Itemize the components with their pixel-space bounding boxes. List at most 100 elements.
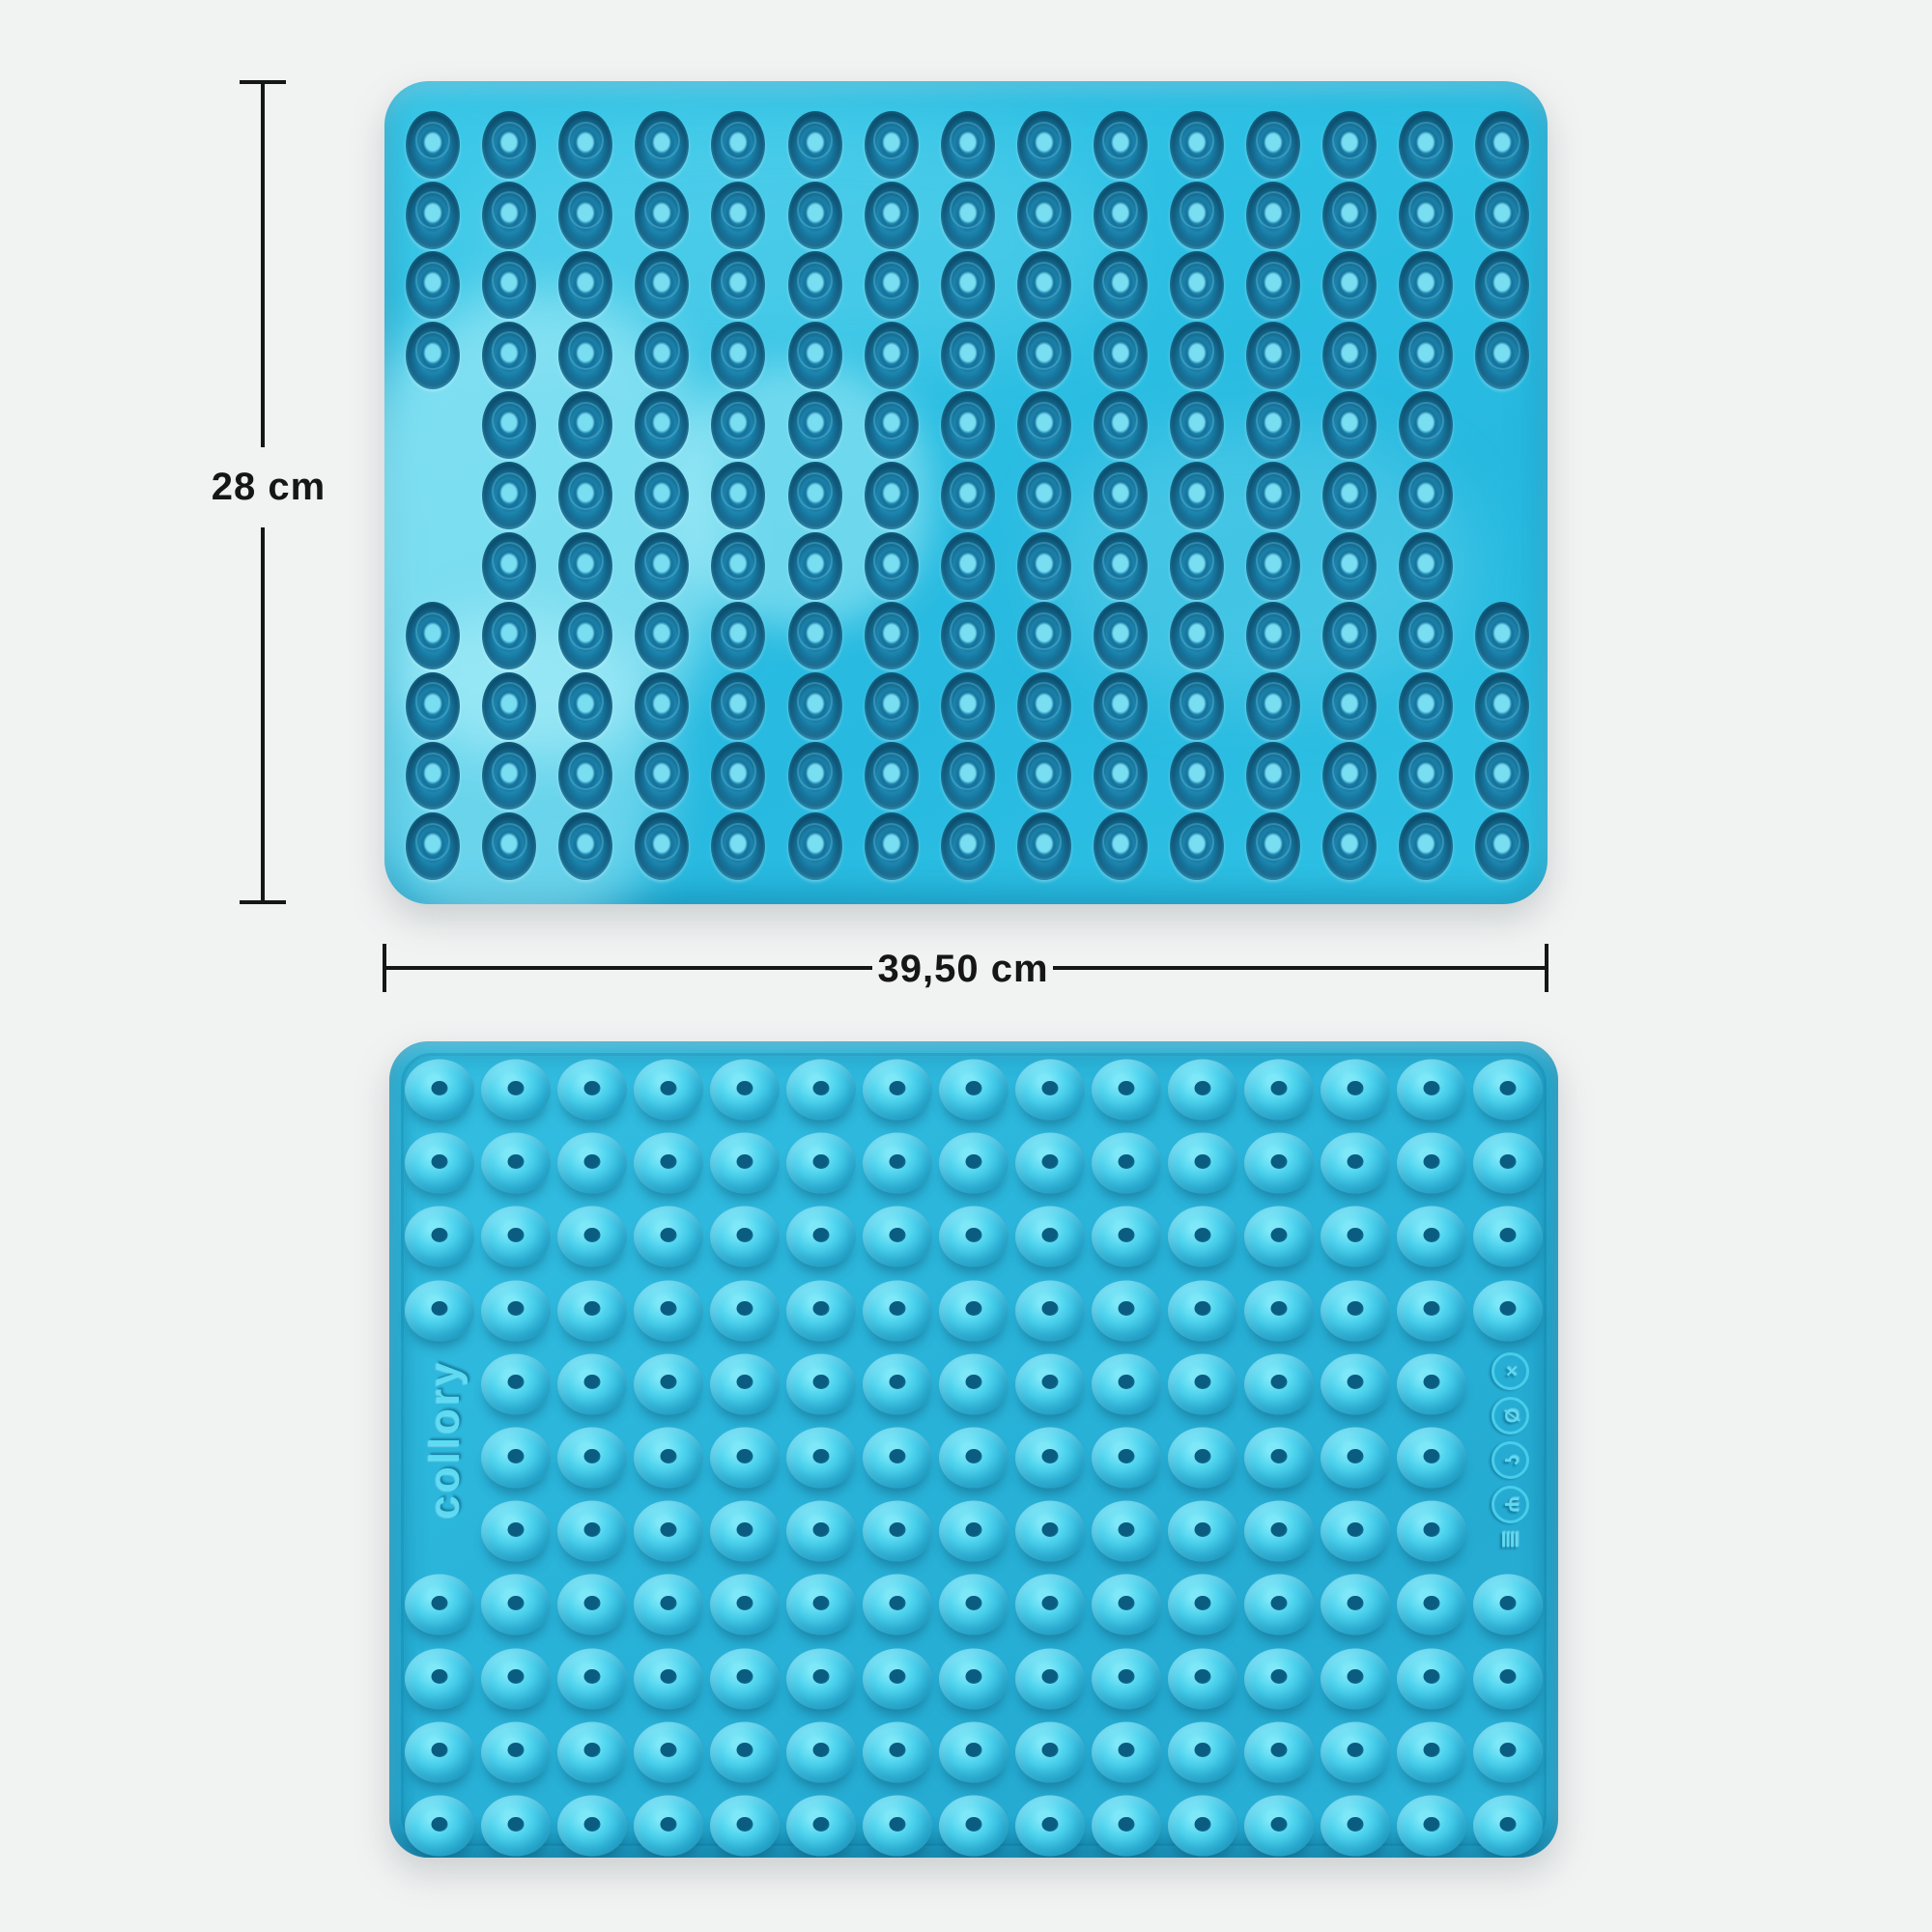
- donut-cavity: [1170, 391, 1224, 460]
- donut-bump: [405, 1795, 474, 1857]
- donut-bump: [1015, 1206, 1085, 1267]
- donut-bump: [1473, 1206, 1543, 1267]
- donut-cavity: [1170, 321, 1224, 389]
- donut-cavity: [635, 671, 690, 740]
- donut-cavity: [482, 742, 537, 810]
- donut-bump: [786, 1353, 856, 1415]
- donut-cavity: [635, 531, 690, 600]
- donut-bump: [481, 1500, 551, 1562]
- donut-bump: [405, 1132, 474, 1194]
- donut-cavity: [558, 671, 613, 740]
- donut-bump: [863, 1500, 932, 1562]
- donut-bump: [1244, 1059, 1314, 1121]
- donut-bump: [1092, 1721, 1161, 1783]
- donut-cavity: [1475, 742, 1530, 810]
- donut-cavity: [482, 602, 537, 670]
- donut-bump: [786, 1132, 856, 1194]
- donut-cavity: [1093, 391, 1148, 460]
- donut-bump: [786, 1059, 856, 1121]
- donut-bump: [1321, 1648, 1390, 1710]
- donut-cavity: [787, 602, 842, 670]
- donut-bump: [939, 1353, 1009, 1415]
- donut-cavity: [406, 742, 460, 810]
- donut-cavity: [940, 742, 995, 810]
- donut-bump: [557, 1574, 627, 1635]
- donut-bump: [710, 1721, 780, 1783]
- donut-cavity: [1016, 181, 1071, 249]
- donut-bump: [710, 1280, 780, 1342]
- donut-cavity: [1093, 602, 1148, 670]
- donut-cavity: [406, 602, 460, 670]
- donut-bump: [1168, 1206, 1237, 1267]
- donut-cavity: [711, 531, 766, 600]
- donut-cavity: [1246, 742, 1301, 810]
- donut-cavity: [1170, 251, 1224, 320]
- donut-bump: [481, 1353, 551, 1415]
- donut-cavity: [406, 321, 460, 389]
- width-dimension-line-left: [384, 966, 872, 970]
- donut-bump: [939, 1206, 1009, 1267]
- donut-cavity: [1475, 602, 1530, 670]
- donut-bump: [710, 1427, 780, 1489]
- donut-cavity: [711, 671, 766, 740]
- donut-cavity: [1322, 742, 1378, 810]
- donut-cavity: [1016, 462, 1071, 529]
- donut-bump: [557, 1059, 627, 1121]
- donut-cavity: [864, 671, 919, 740]
- donut-cavity: [558, 602, 613, 670]
- no-microwave-icon: ×: [1491, 1352, 1529, 1390]
- donut-bump: [481, 1132, 551, 1194]
- donut-bump: [1015, 1132, 1085, 1194]
- no-open-flame-icon: Ø: [1491, 1397, 1529, 1435]
- donut-bump: [939, 1059, 1009, 1121]
- donut-cavity: [1016, 111, 1071, 179]
- donut-cavity: [635, 181, 690, 249]
- donut-cavity: [940, 181, 995, 249]
- width-dimension-line-right: [1053, 966, 1547, 970]
- donut-bump: [1397, 1353, 1466, 1415]
- donut-cavity: [940, 391, 995, 460]
- donut-bump: [1015, 1574, 1085, 1635]
- glare-highlight: [442, 120, 1119, 371]
- height-dimension-line-lower: [261, 527, 265, 902]
- donut-bump: [1397, 1280, 1466, 1342]
- donut-cavity: [940, 111, 995, 179]
- donut-bump: [939, 1648, 1009, 1710]
- donut-bump: [1015, 1721, 1085, 1783]
- donut-cavity: [1246, 671, 1301, 740]
- donut-bump: [1092, 1353, 1161, 1415]
- donut-cavity: [711, 602, 766, 670]
- donut-cavity: [635, 602, 690, 670]
- donut-bump: [557, 1427, 627, 1489]
- donut-bump: [557, 1353, 627, 1415]
- donut-bump: [1092, 1427, 1161, 1489]
- donut-bump: [1397, 1427, 1466, 1489]
- donut-bump: [1321, 1059, 1390, 1121]
- donut-bump: [939, 1721, 1009, 1783]
- donut-bump: [1473, 1795, 1543, 1857]
- donut-cavity: [940, 602, 995, 670]
- donut-bump: [557, 1648, 627, 1710]
- donut-bump: [863, 1427, 932, 1489]
- donut-cavity: [864, 111, 919, 179]
- donut-bump: [1168, 1721, 1237, 1783]
- donut-bump: [1244, 1795, 1314, 1857]
- donut-bump: [1473, 1648, 1543, 1710]
- donut-cavity: [482, 531, 537, 600]
- donut-cavity: [711, 321, 766, 389]
- donut-cavity: [711, 391, 766, 460]
- donut-bump: [481, 1280, 551, 1342]
- donut-cavity: [406, 251, 460, 320]
- donut-cavity: [1322, 671, 1378, 740]
- donut-cavity: [787, 812, 842, 880]
- donut-cavity: [1016, 251, 1071, 320]
- donut-bump: [1397, 1206, 1466, 1267]
- donut-bump: [939, 1500, 1009, 1562]
- donut-cavity: [1322, 321, 1378, 389]
- donut-cavity: [711, 462, 766, 529]
- donut-cavity: [1475, 251, 1530, 320]
- donut-cavity: [482, 111, 537, 179]
- donut-bump: [481, 1574, 551, 1635]
- donut-cavity: [1246, 812, 1301, 880]
- donut-bump: [1015, 1795, 1085, 1857]
